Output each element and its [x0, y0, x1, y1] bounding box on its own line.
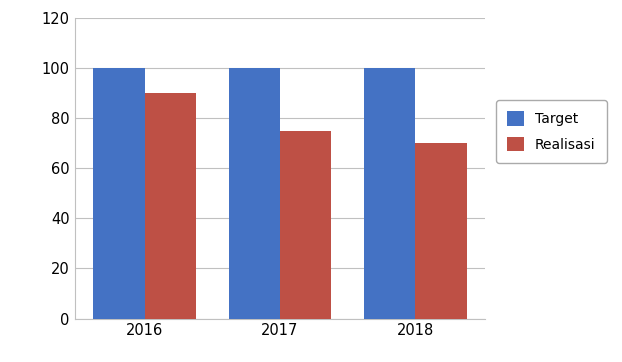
- Bar: [280, 131, 332, 319]
- Bar: [93, 68, 145, 319]
- Bar: [364, 68, 415, 319]
- Bar: [415, 143, 466, 319]
- Bar: [145, 93, 196, 319]
- Bar: [228, 68, 280, 319]
- Legend: Target, Realisasi: Target, Realisasi: [496, 100, 607, 163]
